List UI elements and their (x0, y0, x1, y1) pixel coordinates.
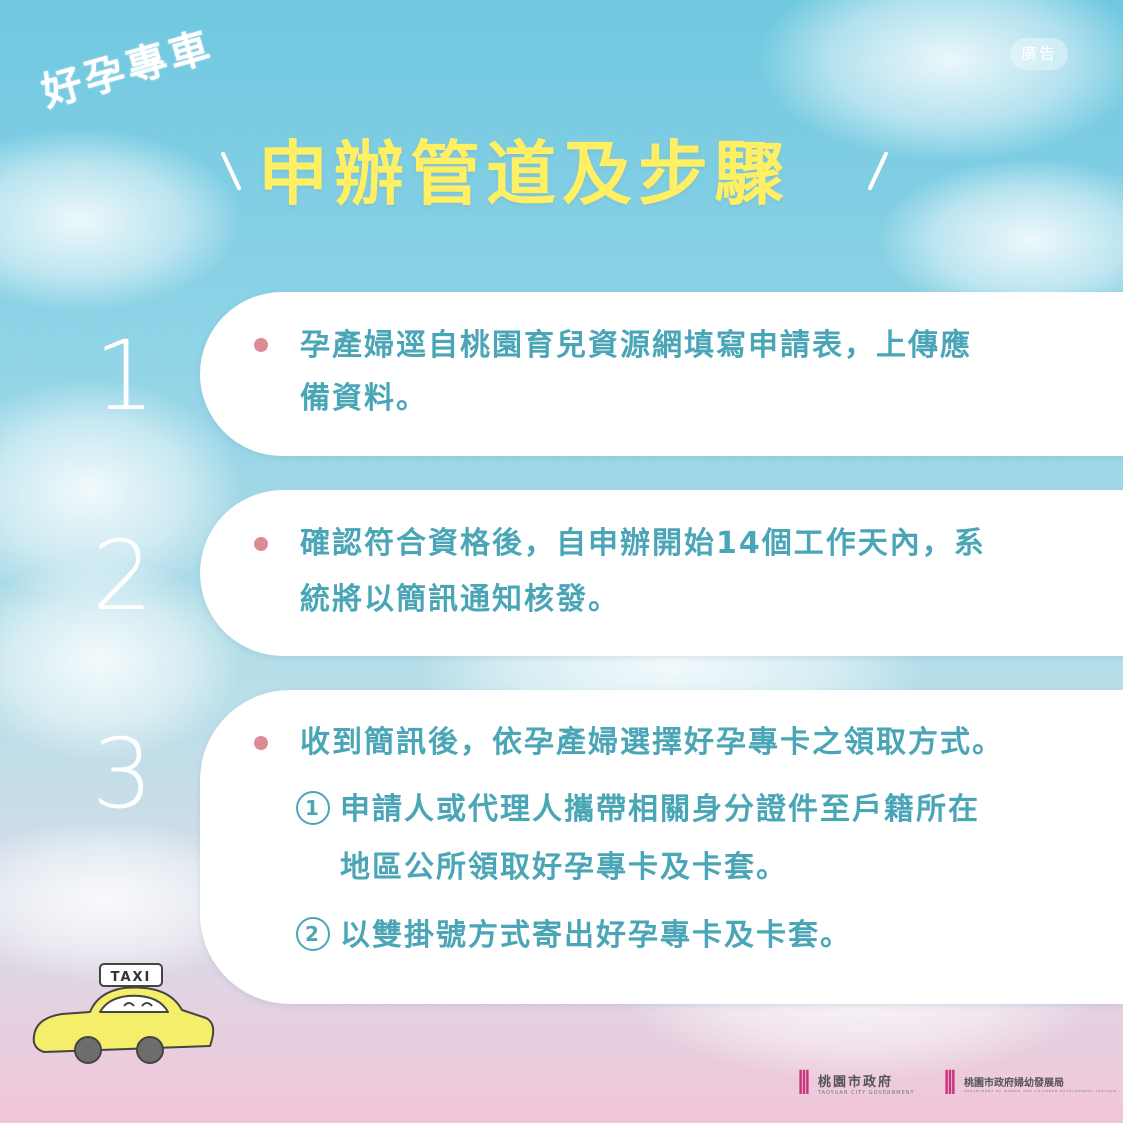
logo2-en: DEPARTMENT OF WOMEN AND CHILDREN DEVELOP… (963, 1088, 1117, 1093)
taoyuan-logo-icon: ⫼ (798, 1068, 810, 1098)
step-card (200, 490, 1123, 656)
step-number: 1 (94, 320, 156, 432)
ad-badge: 廣告 (1010, 38, 1068, 70)
step-text-line: 孕產婦逕自桃園育兒資源網填寫申請表，上傳應 (300, 328, 972, 363)
taoyuan-logo-icon: ⫼ (944, 1068, 956, 1098)
option-text: 地區公所領取好孕專卡及卡套。 (340, 850, 788, 885)
logo-text-block: 桃園市政府 TAOYUAN CITY GOVERNMENT (818, 1071, 915, 1096)
step-card (200, 690, 1123, 1004)
option-line: 1 申請人或代理人攜帶相關身分證件至戶籍所在 (296, 780, 980, 840)
cloud (760, 0, 1123, 160)
taxi-body (32, 986, 215, 1053)
bullet-dot (254, 537, 268, 551)
taxi-window (99, 994, 169, 1013)
option-marker: 2 (296, 916, 330, 951)
step-number: 2 (92, 520, 154, 632)
title-slash-right (867, 151, 889, 191)
option-line: 2 以雙掛號方式寄出好孕專卡及卡套。 (296, 906, 852, 966)
step-card (200, 292, 1123, 456)
taxi-wheel (136, 1036, 164, 1064)
step-text-line: 統將以簡訊通知核發。 (300, 582, 620, 617)
step-text-line: 備資料。 (300, 381, 428, 416)
logo2-name: 桃園市政府婦幼發展局 (963, 1077, 1064, 1089)
logo1-en: TAOYUAN CITY GOVERNMENT (817, 1089, 915, 1096)
cloud (0, 130, 240, 310)
taxi-sign (99, 963, 163, 987)
taxi-illustration: TAXI (32, 963, 215, 1064)
page-title: 申辦管道及步驟 (258, 133, 790, 215)
step-text-line: 確認符合資格後，自申辦開始14個工作天內，系 (300, 526, 986, 561)
subtitle: 好孕專車 (36, 23, 219, 117)
logo-text-block: 桃園市政府婦幼發展局 DEPARTMENT OF WOMEN AND CHILD… (964, 1074, 1117, 1093)
option-text: 以雙掛號方式寄出好孕專卡及卡套。 (340, 918, 852, 953)
footer-logo-bureau: ⫼ 桃園市政府婦幼發展局 DEPARTMENT OF WOMEN AND CHI… (944, 1070, 1117, 1096)
logo1-name: 桃園市政府 (817, 1074, 893, 1090)
option-marker: 1 (296, 790, 330, 825)
step-number: 3 (92, 718, 154, 830)
option-line: 地區公所領取好孕專卡及卡套。 (340, 838, 788, 898)
footer-logo-city: ⫼ 桃園市政府 TAOYUAN CITY GOVERNMENT (798, 1070, 915, 1096)
taxi-eye (123, 1002, 135, 1007)
bullet-dot (254, 338, 268, 352)
bullet-dot (254, 736, 268, 750)
cloud (0, 560, 240, 760)
taxi-wheel (74, 1036, 102, 1064)
option-text: 申請人或代理人攜帶相關身分證件至戶籍所在 (340, 792, 980, 827)
taxi-eye (141, 1002, 153, 1007)
step-text-line: 收到簡訊後，依孕產婦選擇好孕專卡之領取方式。 (300, 725, 1004, 760)
taxi-sign-text: TAXI (111, 970, 152, 985)
